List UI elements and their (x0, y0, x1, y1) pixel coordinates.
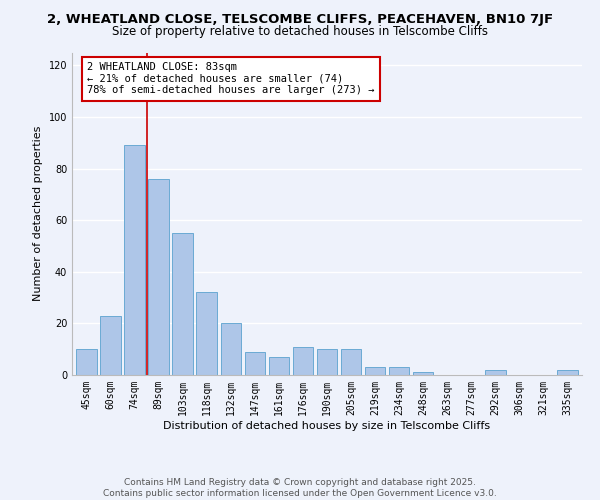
Bar (557, 370, 578, 375)
Bar (485, 370, 506, 375)
Bar (341, 349, 361, 375)
Text: 2 WHEATLAND CLOSE: 83sqm
← 21% of detached houses are smaller (74)
78% of semi-d: 2 WHEATLAND CLOSE: 83sqm ← 21% of detach… (88, 62, 375, 96)
Bar (269, 357, 289, 375)
Bar (221, 324, 241, 375)
Bar (76, 349, 97, 375)
Text: Size of property relative to detached houses in Telscombe Cliffs: Size of property relative to detached ho… (112, 25, 488, 38)
Bar (148, 179, 169, 375)
Bar (293, 346, 313, 375)
Text: 2, WHEATLAND CLOSE, TELSCOMBE CLIFFS, PEACEHAVEN, BN10 7JF: 2, WHEATLAND CLOSE, TELSCOMBE CLIFFS, PE… (47, 12, 553, 26)
Bar (124, 146, 145, 375)
Bar (365, 368, 385, 375)
Text: Contains HM Land Registry data © Crown copyright and database right 2025.
Contai: Contains HM Land Registry data © Crown c… (103, 478, 497, 498)
Bar (100, 316, 121, 375)
Y-axis label: Number of detached properties: Number of detached properties (33, 126, 43, 302)
Bar (172, 233, 193, 375)
Bar (389, 368, 409, 375)
X-axis label: Distribution of detached houses by size in Telscombe Cliffs: Distribution of detached houses by size … (163, 420, 491, 430)
Bar (317, 349, 337, 375)
Bar (413, 372, 433, 375)
Bar (245, 352, 265, 375)
Bar (196, 292, 217, 375)
